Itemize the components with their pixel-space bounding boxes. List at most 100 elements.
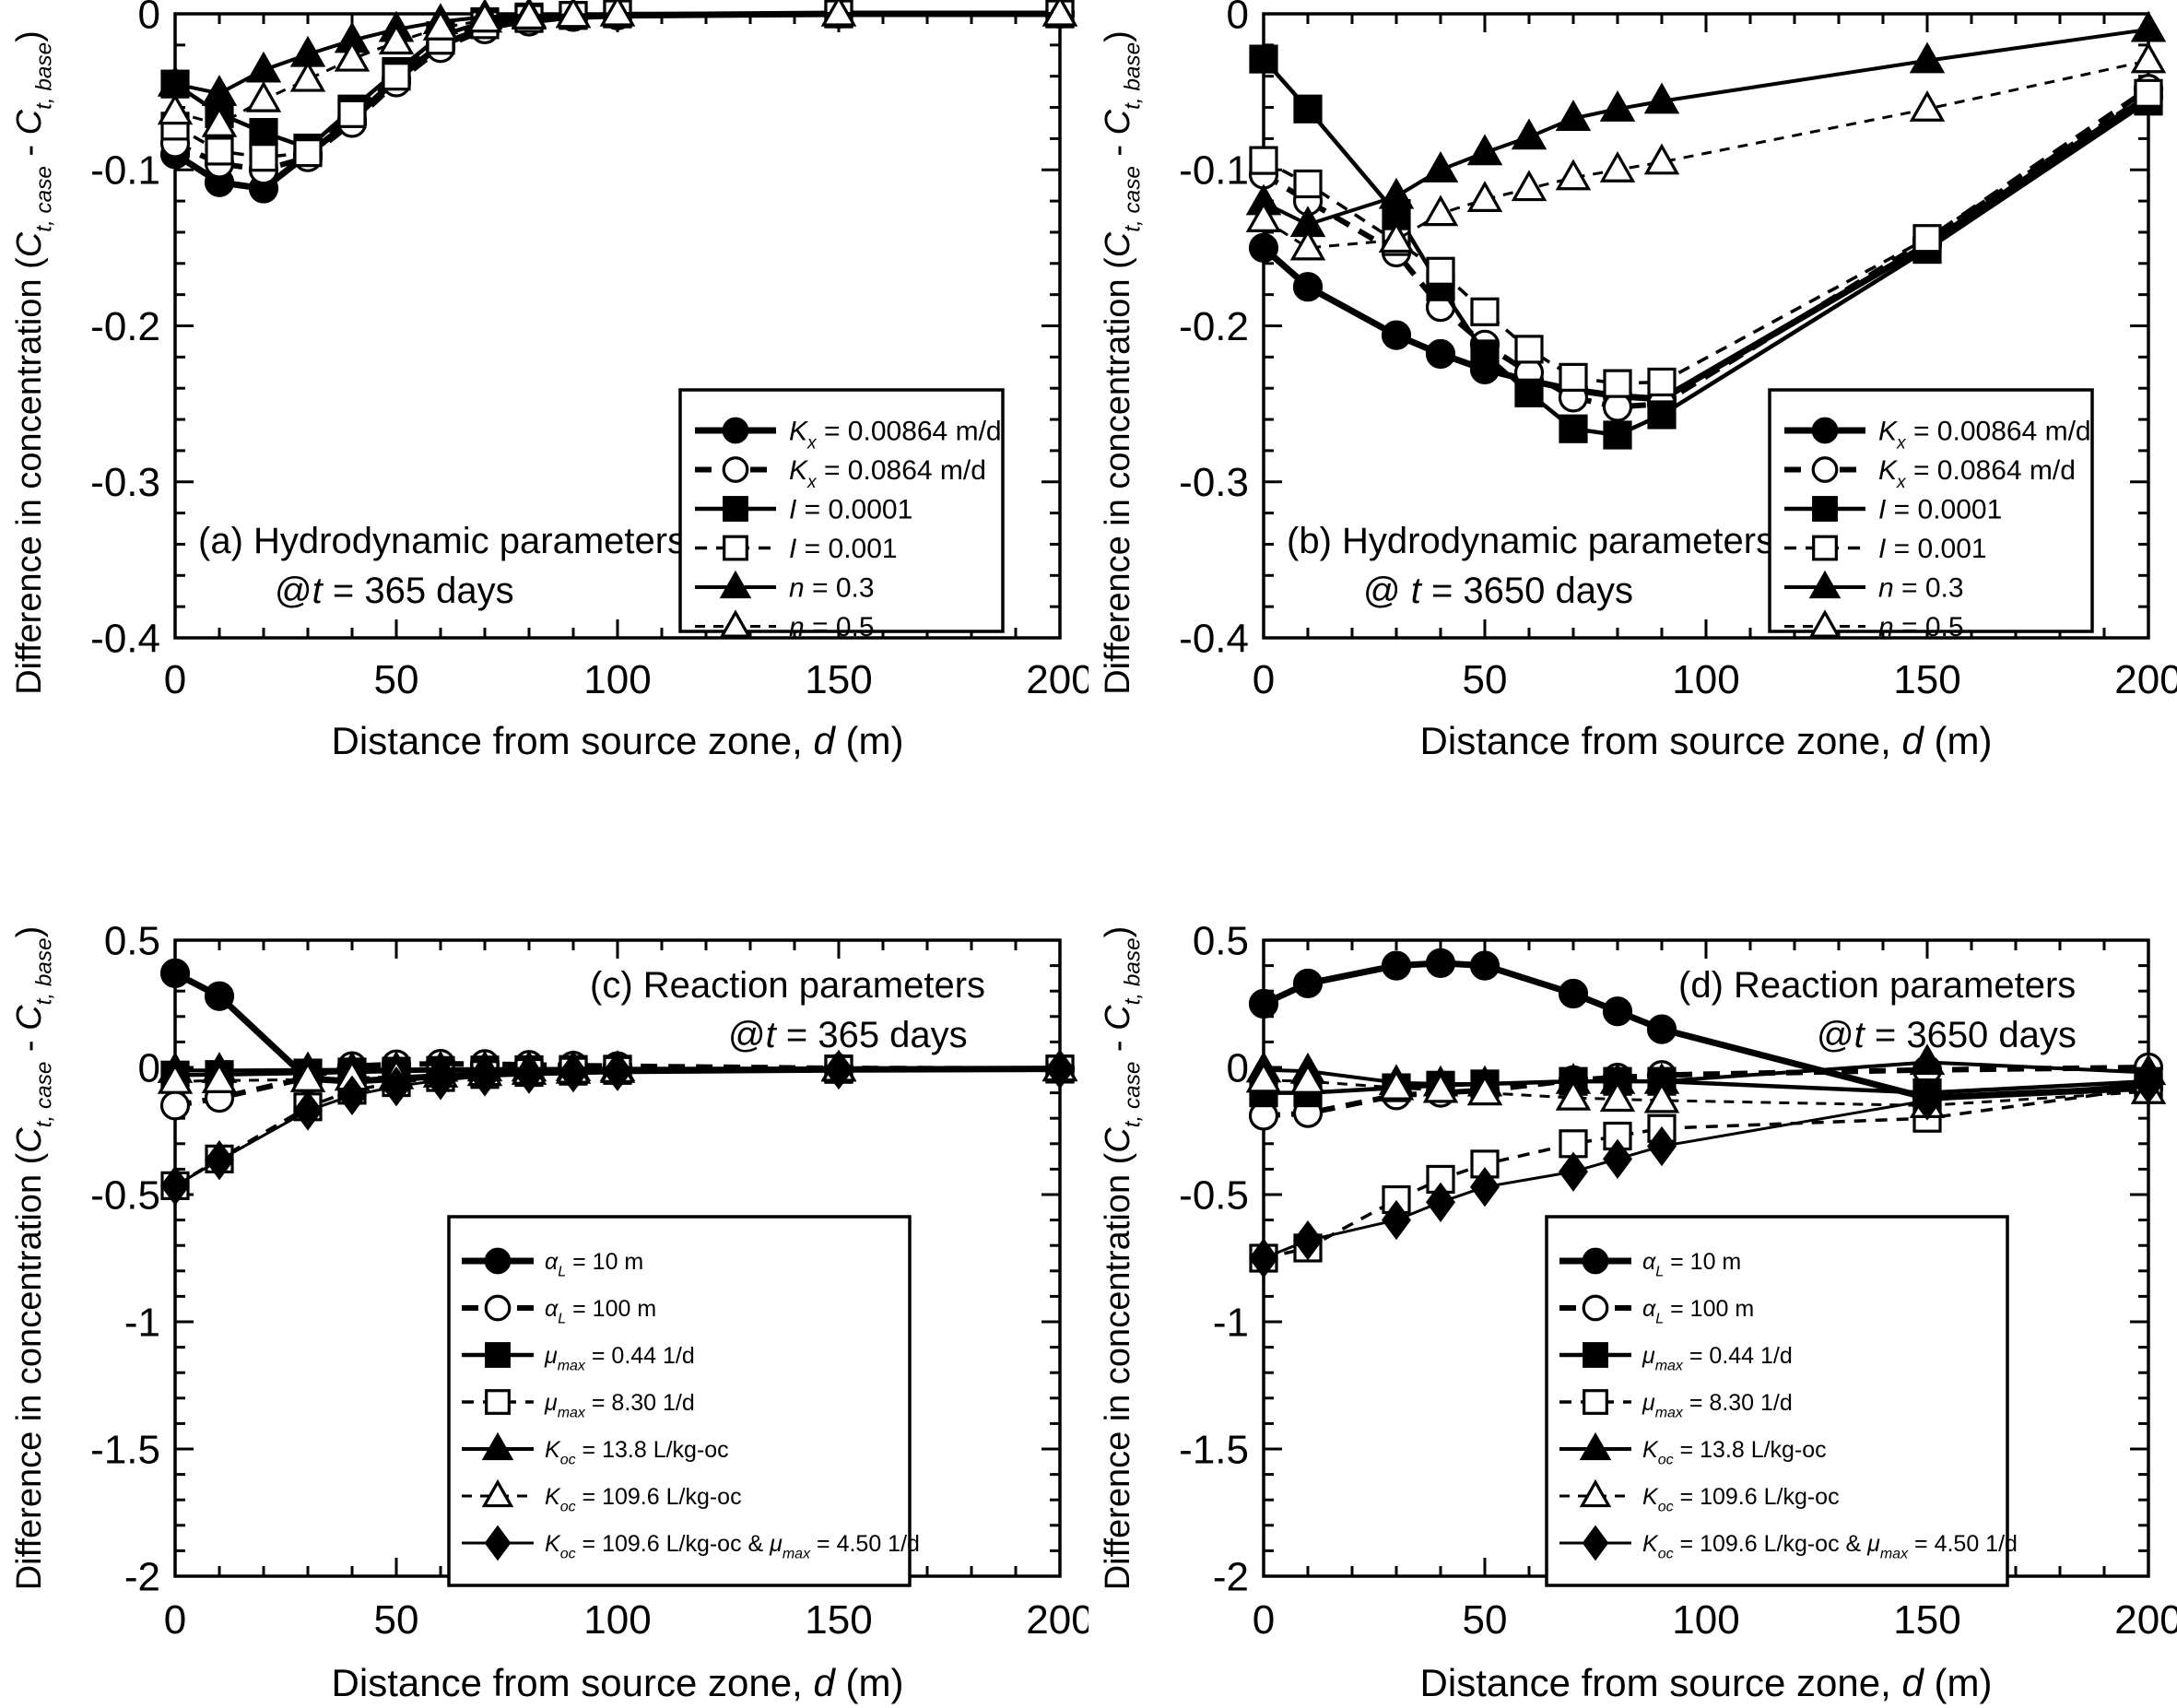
svg-text:(a) Hydrodynamic parameters: (a) Hydrodynamic parameters bbox=[198, 521, 686, 561]
legend-entry: I = 0.0001 bbox=[1784, 495, 2002, 525]
svg-text:Kx = 0.00864 m/d: Kx = 0.00864 m/d bbox=[789, 417, 1002, 454]
svg-text:150: 150 bbox=[1893, 1597, 1960, 1643]
svg-text:50: 50 bbox=[374, 1597, 419, 1643]
x-axis-tick-labels: 0 50 100 150 200 bbox=[164, 657, 1088, 702]
svg-text:-1: -1 bbox=[1213, 1300, 1249, 1345]
series-7 bbox=[160, 1049, 1075, 1207]
svg-text:Kx = 0.0864 m/d: Kx = 0.0864 m/d bbox=[1878, 455, 2076, 492]
svg-text:αL = 10 m: αL = 10 m bbox=[1642, 1249, 1741, 1280]
svg-text:0.5: 0.5 bbox=[104, 918, 160, 963]
svg-text:0: 0 bbox=[1227, 1045, 1249, 1090]
panel-annotation: (c) Reaction parameters @t = 365 days bbox=[590, 965, 985, 1055]
svg-text:μmax = 0.44 1/d: μmax = 0.44 1/d bbox=[544, 1343, 695, 1374]
y-axis-title: Difference in concentration (Ct, case - … bbox=[1099, 926, 1145, 1591]
svg-text:100: 100 bbox=[1672, 1597, 1739, 1643]
svg-text:n = 0.3: n = 0.3 bbox=[789, 573, 875, 604]
legend-entry: αL = 10 m bbox=[462, 1247, 643, 1280]
legend-entry: μmax = 0.44 1/d bbox=[1559, 1342, 1793, 1374]
svg-text:200: 200 bbox=[1026, 1597, 1088, 1643]
panel-a: 0 50 100 150 200 0 -0.1 -0.2 -0.3 -0.4 Distance fr… bbox=[0, 0, 1088, 765]
svg-text:0: 0 bbox=[138, 0, 160, 37]
svg-text:-0.4: -0.4 bbox=[90, 616, 160, 661]
legend-entry: μmax = 8.30 1/d bbox=[462, 1389, 695, 1421]
svg-text:0: 0 bbox=[138, 1045, 160, 1090]
legend-entry: αL = 100 m bbox=[1559, 1294, 1754, 1326]
x-axis-title: Distance from source zone, d (m) bbox=[332, 719, 904, 762]
svg-text:50: 50 bbox=[374, 657, 419, 702]
svg-text:100: 100 bbox=[583, 1597, 651, 1643]
x-axis-title: Distance from source zone, d (m) bbox=[1420, 1661, 1993, 1704]
legend-entry: αL = 100 m bbox=[462, 1294, 656, 1327]
legend-entry: Kx = 0.00864 m/d bbox=[1784, 417, 2091, 454]
svg-text:-0.5: -0.5 bbox=[1179, 1172, 1249, 1218]
legend-entry: μmax = 0.44 1/d bbox=[462, 1342, 695, 1374]
svg-text:-1: -1 bbox=[124, 1300, 160, 1345]
y-axis-title: Difference in concentration (Ct, case - … bbox=[10, 926, 56, 1591]
axes-frame bbox=[1262, 12, 2150, 640]
svg-text:I = 0.001: I = 0.001 bbox=[789, 534, 898, 564]
svg-text:-0.1: -0.1 bbox=[1179, 148, 1249, 194]
svg-text:αL = 100 m: αL = 100 m bbox=[545, 1296, 656, 1327]
svg-text:150: 150 bbox=[805, 1597, 872, 1643]
svg-text:150: 150 bbox=[805, 657, 872, 702]
svg-text:μmax = 0.44 1/d: μmax = 0.44 1/d bbox=[1642, 1343, 1793, 1374]
svg-text:50: 50 bbox=[1463, 1597, 1508, 1643]
svg-text:μmax = 8.30 1/d: μmax = 8.30 1/d bbox=[544, 1390, 695, 1421]
series-5 bbox=[1245, 10, 2167, 238]
svg-text:200: 200 bbox=[2114, 657, 2177, 702]
svg-text:0: 0 bbox=[1253, 657, 1275, 702]
legend-entry: Koc = 13.8 L/kg-oc bbox=[1559, 1431, 1827, 1468]
legend-entry: n = 0.5 bbox=[1784, 609, 1964, 642]
svg-text:-1.5: -1.5 bbox=[90, 1427, 160, 1472]
panel-b: 0 50 100 150 200 0 -0.1 -0.2 -0.3 -0.4 Distance fr… bbox=[1088, 0, 2177, 765]
legend-entry: I = 0.001 bbox=[1784, 534, 1987, 564]
legend-entry: Koc = 109.6 L/kg-oc bbox=[1559, 1478, 1840, 1514]
y-axis-tick-labels: 0 -0.1 -0.2 -0.3 -0.4 bbox=[1179, 0, 1249, 661]
panel-annotation: (a) Hydrodynamic parameters @t = 365 days bbox=[198, 521, 686, 611]
svg-text:0: 0 bbox=[1253, 1597, 1275, 1643]
x-axis-title: Distance from source zone, d (m) bbox=[332, 1661, 904, 1704]
svg-text:Koc = 13.8 L/kg-oc: Koc = 13.8 L/kg-oc bbox=[1642, 1437, 1827, 1468]
svg-text:Koc = 109.6 L/kg-oc & μmax = 4: Koc = 109.6 L/kg-oc & μmax = 4.50 1/d bbox=[1642, 1531, 2018, 1562]
legend-entry: αL = 10 m bbox=[1559, 1247, 1741, 1280]
panel-c: 0 50 100 150 200 0.5 0 -0.5 -1 -1.5 -2 Distance fro… bbox=[0, 765, 1088, 1708]
legend: αL = 10 m αL = 100 m μmax = 0.44 1/d μmax =… bbox=[447, 1215, 920, 1587]
svg-text:-1.5: -1.5 bbox=[1179, 1427, 1249, 1472]
series-4 bbox=[1249, 78, 2163, 398]
x-axis-tick-labels: 0 50 100 150 200 bbox=[1253, 1597, 2177, 1643]
svg-text:@t = 365 days: @t = 365 days bbox=[728, 1015, 968, 1055]
svg-text:-0.2: -0.2 bbox=[90, 304, 160, 349]
svg-text:αL = 10 m: αL = 10 m bbox=[545, 1249, 643, 1280]
x-axis-title: Distance from source zone, d (m) bbox=[1420, 719, 1993, 762]
y-axis-tick-labels: 0 -0.1 -0.2 -0.3 -0.4 bbox=[90, 0, 160, 661]
legend: αL = 10 m αL = 100 m μmax = 0.44 1/d μmax =… bbox=[1545, 1215, 2018, 1587]
series-6 bbox=[157, 0, 1078, 137]
legend: Kx = 0.00864 m/dKx = 0.0864 m/dI = 0.000… bbox=[678, 388, 1005, 642]
svg-text:(c) Reaction parameters: (c) Reaction parameters bbox=[590, 965, 985, 1006]
y-axis-tick-labels: 0.5 0 -0.5 -1 -1.5 -2 bbox=[90, 918, 160, 1599]
y-axis-title: Difference in concentration (Ct, case - … bbox=[1099, 30, 1145, 695]
svg-text:50: 50 bbox=[1463, 657, 1508, 702]
svg-text:200: 200 bbox=[1026, 657, 1088, 702]
svg-text:@t = 365 days: @t = 365 days bbox=[275, 571, 514, 611]
legend-entry: Koc = 109.6 L/kg-oc bbox=[462, 1478, 742, 1514]
svg-text:n = 0.5: n = 0.5 bbox=[1878, 612, 1964, 642]
panel-a-chart: 0 50 100 150 200 0 -0.1 -0.2 -0.3 -0.4 Distance fr… bbox=[10, 0, 1088, 762]
legend-entry: Kx = 0.00864 m/d bbox=[695, 417, 1002, 454]
svg-text:(d) Reaction parameters: (d) Reaction parameters bbox=[1678, 965, 2076, 1006]
legend-entry: Kx = 0.0864 m/d bbox=[695, 455, 986, 492]
svg-text:-2: -2 bbox=[1213, 1554, 1249, 1599]
svg-text:n = 0.5: n = 0.5 bbox=[789, 612, 875, 642]
panel-annotation: (d) Reaction parameters @t = 3650 days bbox=[1678, 965, 2077, 1055]
svg-text:Kx = 0.00864 m/d: Kx = 0.00864 m/d bbox=[1878, 417, 2091, 454]
svg-text:-0.5: -0.5 bbox=[90, 1172, 160, 1218]
svg-text:100: 100 bbox=[583, 657, 651, 702]
svg-text:-2: -2 bbox=[124, 1554, 160, 1599]
legend-entry: Koc = 109.6 L/kg-oc & μmax = 4.50 1/d bbox=[1559, 1525, 2018, 1562]
y-axis-tick-labels: 0.5 0 -0.5 -1 -1.5 -2 bbox=[1179, 918, 1249, 1599]
legend-entry: μmax = 8.30 1/d bbox=[1559, 1389, 1793, 1420]
panel-c-chart: 0 50 100 150 200 0.5 0 -0.5 -1 -1.5 -2 Distance fro… bbox=[10, 918, 1088, 1704]
svg-text:Kx = 0.0864 m/d: Kx = 0.0864 m/d bbox=[789, 455, 986, 492]
legend: Kx = 0.00864 m/dKx = 0.0864 m/dI = 0.000… bbox=[1768, 388, 2094, 642]
